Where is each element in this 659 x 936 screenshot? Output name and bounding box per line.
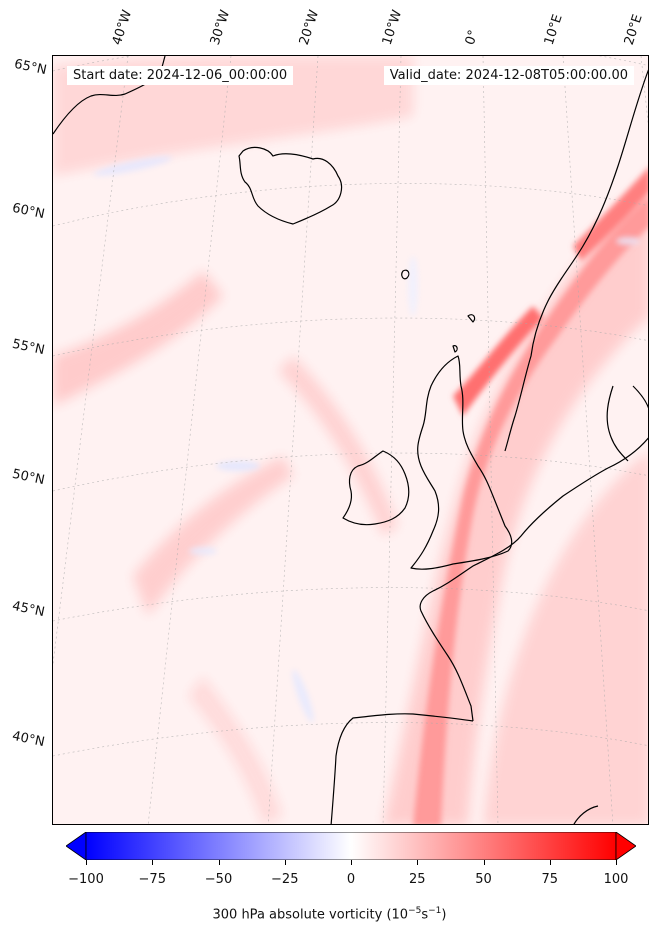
colorbar-tickmark xyxy=(549,860,551,865)
colorbar-tick-label: −100 xyxy=(68,872,104,887)
colorbar-tick-label: 100 xyxy=(603,872,629,887)
colorbar-tick-label: −25 xyxy=(271,872,299,887)
shetland-islands xyxy=(467,314,476,323)
colorbar-tickmark xyxy=(483,860,485,865)
colorbar-tick-label: −75 xyxy=(138,872,166,887)
lon-label-10w: 10°W xyxy=(379,8,406,47)
colorbar-tick-label: −50 xyxy=(204,872,233,887)
colorbar-label-exp2: −1 xyxy=(428,906,442,916)
lat-label-50n: 50°N xyxy=(10,466,46,489)
lon-label-20w: 20°W xyxy=(296,8,323,47)
iberia-coast xyxy=(330,713,474,824)
vorticity-map: Start date: 2024-12-06_00:00:00 Valid_da… xyxy=(52,55,649,825)
lat-label-55n: 55°N xyxy=(10,336,46,359)
iceland-coast xyxy=(238,146,343,225)
colorbar-label-suffix: ) xyxy=(441,907,447,923)
lat-label-65n: 65°N xyxy=(12,56,48,79)
colorbar-tickmark xyxy=(351,860,352,865)
lon-label-30w: 30°W xyxy=(207,8,234,47)
colorbar-tick-label: 50 xyxy=(475,872,492,887)
colorbar-tickmark xyxy=(218,860,220,865)
colorbar-tickmark xyxy=(616,860,617,865)
colorbar-label-prefix: 300 hPa absolute vorticity (10 xyxy=(212,907,409,923)
start-date-label: Start date: 2024-12-06_00:00:00 xyxy=(67,66,294,85)
colorbar-tick-label: 75 xyxy=(541,872,559,887)
europe-coast xyxy=(419,437,648,722)
lon-label-0: 0° xyxy=(462,28,482,47)
coastlines xyxy=(53,56,648,824)
colorbar-tickmark xyxy=(152,860,154,865)
colorbar-tickmark xyxy=(417,860,419,865)
colorbar-label: 300 hPa absolute vorticity (10−5s−1) xyxy=(0,906,659,922)
colorbar-extend-max xyxy=(615,832,636,860)
colorbar-extend-min xyxy=(66,832,87,860)
lon-label-10e: 10°E xyxy=(541,12,566,48)
lon-label-20e: 20°E xyxy=(621,12,646,48)
norway-coast xyxy=(504,69,648,452)
valid-date-label: Valid_date: 2024-12-08T05:00:00.00 xyxy=(383,66,634,85)
scandinavia-south-coast xyxy=(606,385,648,462)
negative-vorticity xyxy=(93,156,640,723)
jet-streak xyxy=(413,168,648,824)
graticule xyxy=(53,56,648,824)
lat-label-40n: 40°N xyxy=(10,728,46,751)
mediterranean-coast xyxy=(573,805,599,824)
orkney-islands xyxy=(452,345,458,353)
lat-label-60n: 60°N xyxy=(10,200,46,223)
faroe-islands xyxy=(401,269,410,280)
colorbar-tick-label: 0 xyxy=(346,872,356,887)
colorbar-tick-label: 25 xyxy=(408,872,426,887)
colorbar xyxy=(66,832,636,860)
colorbar-label-exp1: −5 xyxy=(408,906,422,916)
great-britain-coast xyxy=(410,355,513,570)
map-canvas xyxy=(53,56,648,824)
colorbar-tickmark xyxy=(284,860,286,865)
colorbar-gradient xyxy=(85,832,617,860)
lat-label-45n: 45°N xyxy=(10,598,46,621)
colorbar-tickmark xyxy=(86,860,87,865)
colorbar-label-mid: s xyxy=(421,907,429,923)
ireland-coast xyxy=(342,450,410,526)
lon-label-40w: 40°W xyxy=(109,8,136,47)
